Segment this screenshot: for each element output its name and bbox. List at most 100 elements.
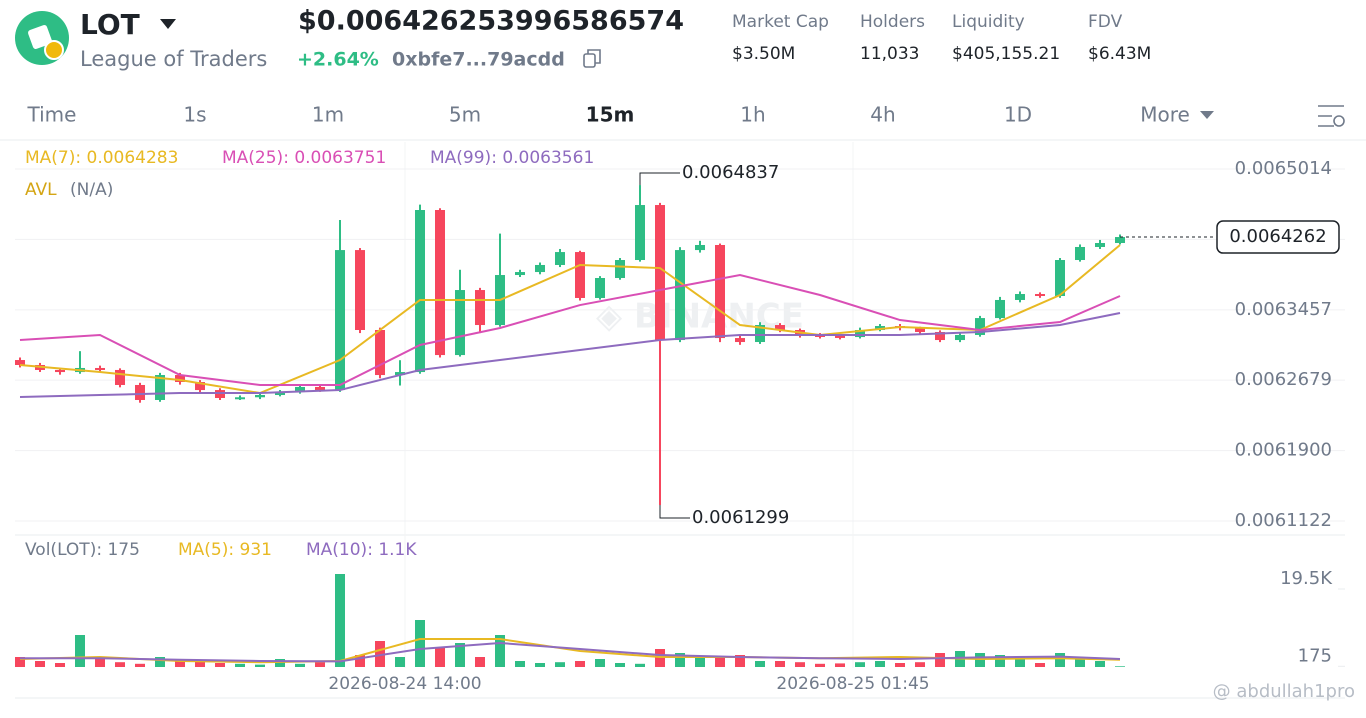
chain-badge: [44, 40, 64, 60]
tab[interactable]: 1h: [740, 103, 765, 127]
volume-bar: [1015, 657, 1025, 667]
address[interactable]: 0xbfe7...79acdd: [392, 49, 565, 71]
candle-body: [95, 367, 105, 370]
volume-bar: [55, 663, 65, 667]
volume-legend: MA(5): 931: [178, 540, 272, 560]
stat-value: $6.43M: [1088, 44, 1151, 64]
stat-value: 11,033: [860, 44, 919, 64]
candle-body: [255, 395, 265, 398]
candle-body: [555, 252, 565, 265]
candle-body: [535, 264, 545, 273]
volume-bar: [595, 659, 605, 667]
tab[interactable]: 1D: [1004, 103, 1032, 127]
avl-label: AVL: [25, 180, 57, 200]
candle-body: [775, 325, 785, 330]
volume-bar: [175, 661, 185, 667]
volume-bar: [195, 661, 205, 667]
volume-bar: [275, 659, 285, 667]
candle-body: [755, 325, 765, 343]
candle-body: [295, 386, 305, 393]
candle-body: [1115, 237, 1125, 244]
settings-icon[interactable]: [1318, 105, 1345, 127]
token-name: League of Traders: [80, 47, 267, 71]
candle-body: [835, 335, 845, 338]
volume-ma-line: [20, 641, 1121, 663]
legend-entry: MA(7): 0.0064283: [25, 148, 178, 168]
volume-bar: [615, 663, 625, 667]
tab[interactable]: More: [1140, 103, 1190, 127]
candle-body: [1055, 260, 1065, 296]
tab[interactable]: 4h: [870, 103, 895, 127]
volume-bar: [1055, 653, 1065, 667]
volume-bar: [895, 663, 905, 667]
volume-bar: [715, 657, 725, 667]
volume-bar: [815, 663, 825, 667]
legend-entry: MA(99): 0.0063561: [430, 148, 594, 168]
tab[interactable]: 1s: [183, 103, 206, 127]
dropdown-arrow[interactable]: [160, 19, 176, 29]
avl-value: (N/A): [70, 180, 113, 200]
volume-bar: [535, 663, 545, 667]
tab[interactable]: 5m: [449, 103, 481, 127]
candle-body: [575, 252, 585, 298]
volume-bar: [915, 662, 925, 667]
volume-bar: [415, 620, 425, 667]
volume-bar: [735, 655, 745, 667]
candle-body: [855, 329, 865, 338]
candle-body: [1075, 246, 1085, 261]
candle-body: [515, 272, 525, 276]
candle-body: [355, 250, 365, 330]
volume-bar: [835, 663, 845, 667]
volume-bar: [35, 661, 45, 667]
volume-bar: [695, 655, 705, 667]
exchange-watermark: ◈ BINANCE: [596, 297, 804, 337]
candle-body: [955, 334, 965, 341]
volume-bar: [135, 663, 145, 667]
price: $0.006426253996586574: [298, 6, 684, 37]
candle-body: [1095, 243, 1105, 247]
tab[interactable]: 15m: [586, 103, 635, 127]
volume-tick-label: 19.5K: [1280, 568, 1333, 589]
volume-bar: [115, 662, 125, 667]
candle-body: [195, 381, 205, 391]
logo-glyph: [28, 25, 52, 49]
candle-body: [935, 331, 945, 341]
change: +2.64%: [297, 49, 379, 71]
y-tick-label: 0.0061900: [1235, 440, 1332, 461]
watermark: @ abdullah1pro: [1213, 681, 1355, 702]
stat-label: FDV: [1088, 12, 1123, 32]
candle-body: [175, 375, 185, 382]
price-box: [1216, 220, 1340, 254]
volume-legend: Vol(LOT): 175: [25, 540, 140, 560]
low-label: 0.0061299: [692, 507, 789, 528]
stat-label: Liquidity: [952, 12, 1025, 32]
stat-value: $405,155.21: [952, 44, 1060, 64]
y-tick-label: 0.0062679: [1235, 369, 1332, 390]
symbol[interactable]: LOT: [80, 8, 140, 41]
copy-icon[interactable]: [583, 49, 601, 68]
more-arrow[interactable]: [1200, 111, 1214, 119]
volume-bar: [1075, 659, 1085, 667]
tab[interactable]: 1m: [312, 103, 344, 127]
volume-bar: [75, 635, 85, 667]
volume-bar: [435, 647, 445, 667]
volume-bar: [1095, 661, 1105, 667]
legend-entry: MA(25): 0.0063751: [222, 148, 386, 168]
price-label: 0.0064262: [1229, 226, 1326, 247]
tab[interactable]: Time: [27, 103, 77, 127]
volume-bar: [995, 655, 1005, 667]
candle-body: [635, 205, 645, 261]
volume-bar: [215, 663, 225, 667]
candle-body: [1035, 294, 1045, 297]
candle-body: [155, 375, 165, 400]
candle-body: [715, 244, 725, 339]
volume-bar: [495, 635, 505, 667]
volume-bar: [795, 662, 805, 667]
stat-label: Market Cap: [732, 12, 829, 32]
candle-body: [735, 338, 745, 343]
candle-body: [135, 384, 145, 400]
volume-bar: [155, 657, 165, 667]
candle-body: [55, 369, 65, 373]
y-tick-label: 0.0061122: [1235, 510, 1332, 531]
